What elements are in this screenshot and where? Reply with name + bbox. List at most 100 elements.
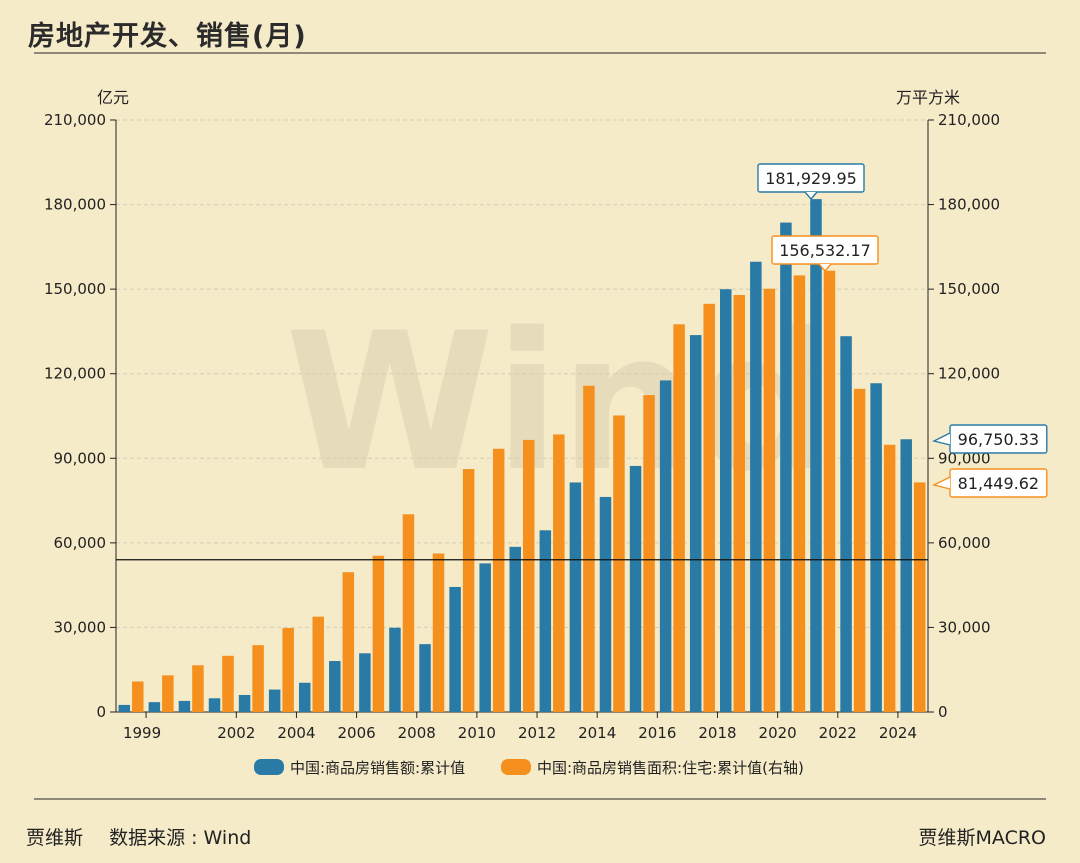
left-tick-label: 30,000 (54, 618, 107, 636)
callout-latest-area: 81,449.62 (931, 468, 1048, 498)
x-tick-label: 2006 (337, 724, 375, 742)
x-tick-label: 2024 (879, 724, 917, 742)
callout-peak-area-pointer (818, 263, 832, 273)
bar-sales-area (853, 388, 866, 712)
bar-sales-area (763, 288, 776, 712)
bar-sales-amount (780, 222, 792, 712)
bar-sales-amount (720, 289, 732, 712)
bar-sales-amount (178, 700, 191, 712)
legend-label: 中国:商品房销售额:累计值 (290, 759, 465, 777)
callout-latest-sales-pointer (931, 432, 951, 446)
right-tick-label: 0 (938, 703, 948, 721)
bar-sales-amount (238, 694, 251, 712)
bar-sales-area (462, 469, 475, 712)
bar-sales-area (583, 385, 595, 712)
bar-sales-area (192, 665, 204, 712)
x-tick-label: 2010 (458, 724, 496, 742)
footer-divider (34, 798, 1046, 800)
x-tick-label: 2012 (518, 724, 556, 742)
bar-sales-area (282, 628, 294, 712)
bar-sales-area (372, 555, 385, 712)
bar-sales-amount (810, 199, 822, 712)
x-tick-label: 2020 (759, 724, 797, 742)
bar-sales-area (673, 324, 685, 712)
x-tick-label: 2018 (698, 724, 736, 742)
left-tick-label: 60,000 (54, 534, 107, 552)
bar-sales-amount (509, 546, 521, 712)
bar-sales-amount (359, 653, 371, 712)
legend: 中国:商品房销售额:累计值 中国:商品房销售面积:住宅:累计值(右轴) (254, 759, 804, 777)
footer-source: 数据来源 : Wind (109, 827, 252, 849)
bar-sales-amount (298, 682, 311, 712)
bar-sales-amount (389, 627, 401, 712)
bar-sales-area (913, 482, 926, 712)
bar-sales-area (162, 675, 174, 712)
bar-sales-amount (900, 439, 912, 712)
bar-sales-area (883, 444, 896, 712)
left-tick-label: 150,000 (44, 280, 106, 298)
bar-sales-area (643, 395, 655, 712)
bar-sales-area (613, 415, 625, 712)
bar-sales-amount (329, 661, 341, 712)
bar-sales-amount (118, 704, 131, 712)
x-tick-label: 1999 (123, 724, 161, 742)
bar-sales-amount (659, 380, 672, 712)
x-tick-label: 2014 (578, 724, 616, 742)
bar-sales-area (312, 616, 324, 712)
bar-sales-amount (840, 336, 852, 712)
callout-peak-sales-pointer (804, 191, 818, 201)
legend-swatch (501, 759, 531, 775)
bar-sales-amount (479, 563, 491, 712)
x-tick-label: 2004 (277, 724, 315, 742)
axes: 0 0 30,000 30,000 60,000 60,000 90,000 90,000 12… (44, 88, 1000, 742)
bar-sales-amount (750, 261, 762, 712)
bar-sales-area (793, 275, 806, 712)
left-axis-unit: 亿元 (97, 88, 129, 107)
right-tick-label: 210,000 (938, 111, 1000, 129)
callout-latest-sales: 96,750.33 (931, 424, 1048, 454)
left-tick-label: 0 (96, 703, 106, 721)
bar-sales-area (222, 655, 234, 712)
bar-sales-area (823, 270, 836, 712)
callouts: 181,929.95 156,532.17 96,750.33 81,449.62 (757, 163, 1048, 498)
left-tick-label: 180,000 (44, 196, 106, 214)
bar-sales-area (553, 434, 565, 712)
right-axis-unit: 万平方米 (896, 88, 960, 107)
right-tick-label: 60,000 (938, 534, 991, 552)
footer-author: 贾维斯 (26, 827, 84, 849)
bar-sales-area (432, 553, 445, 712)
bar-sales-area (252, 645, 264, 712)
left-tick-label: 120,000 (44, 365, 106, 383)
callout-latest-sales-label: 96,750.33 (958, 430, 1039, 449)
bar-sales-amount (599, 496, 612, 712)
bar-sales-area (132, 681, 144, 712)
right-tick-label: 30,000 (938, 618, 991, 636)
x-tick-label: 2002 (217, 724, 255, 742)
callout-peak-area-label: 156,532.17 (779, 241, 871, 260)
callout-peak-sales-label: 181,929.95 (765, 169, 857, 188)
x-tick-label: 2016 (638, 724, 676, 742)
bar-sales-amount (268, 689, 281, 712)
title-divider (34, 52, 1046, 54)
right-tick-label: 120,000 (938, 365, 1000, 383)
bar-sales-area (342, 572, 355, 712)
bar-sales-amount (208, 698, 221, 712)
bar-sales-amount (419, 644, 431, 712)
x-tick-label: 2008 (398, 724, 436, 742)
callout-peak-sales: 181,929.95 (757, 163, 865, 201)
bars (118, 199, 926, 712)
right-tick-label: 180,000 (938, 196, 1000, 214)
bar-sales-amount (689, 335, 702, 712)
gridlines (116, 119, 928, 628)
right-tick-label: 150,000 (938, 280, 1000, 298)
bar-sales-amount (569, 482, 582, 712)
callout-latest-area-pointer (931, 476, 951, 490)
bar-sales-area (523, 439, 535, 712)
bar-sales-amount (539, 530, 552, 712)
bar-sales-amount (449, 586, 461, 712)
bar-sales-amount (148, 702, 161, 712)
footer-brand: 贾维斯MACRO (918, 827, 1046, 849)
callout-peak-area: 156,532.17 (771, 235, 879, 273)
callout-latest-area-label: 81,449.62 (958, 474, 1039, 493)
bar-sales-area (733, 294, 746, 712)
